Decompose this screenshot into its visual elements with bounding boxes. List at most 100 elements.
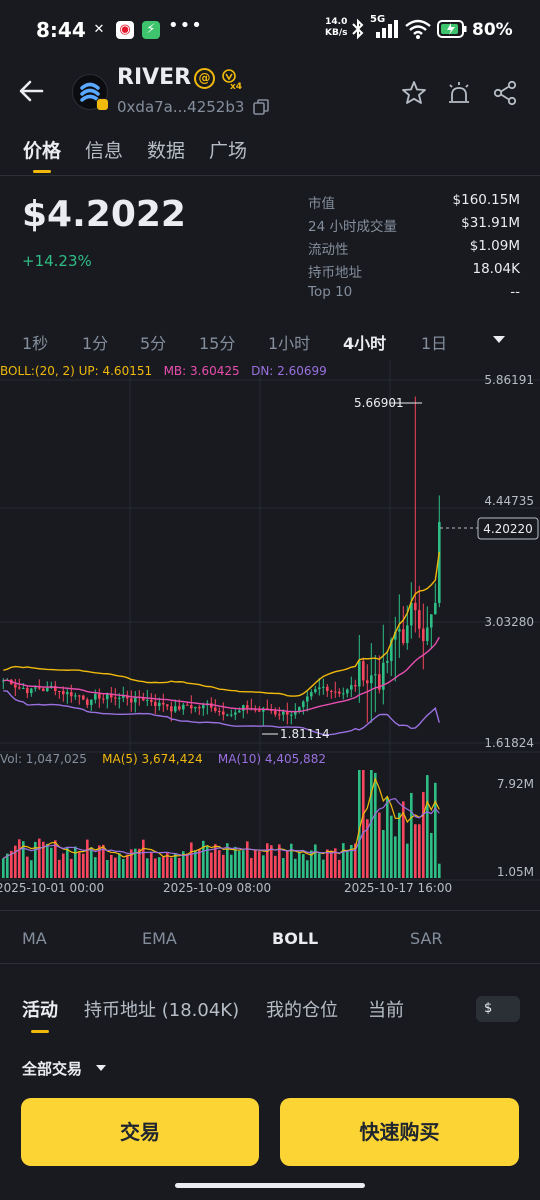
share-icon[interactable]: [492, 80, 518, 106]
indicator-boll[interactable]: BOLL: [272, 929, 319, 948]
candle-body: [54, 685, 57, 691]
candle-body: [126, 695, 129, 699]
volume-bar: [46, 843, 49, 878]
candle-body: [338, 691, 341, 694]
volume-bar: [402, 801, 405, 878]
tab-price[interactable]: 价格: [23, 140, 62, 162]
volume-bar: [134, 848, 137, 878]
volume-bar: [22, 841, 25, 878]
at-mention-icon[interactable]: @: [194, 68, 215, 89]
candle-body: [286, 711, 289, 715]
volume-bar: [10, 850, 13, 878]
star-icon[interactable]: [401, 80, 427, 106]
candle-body: [102, 698, 105, 700]
volume-bar: [62, 853, 65, 878]
chevron-down-icon[interactable]: [96, 1065, 106, 1071]
candle-body: [218, 710, 221, 712]
candle-body: [202, 705, 205, 709]
boll-up-line: [3, 551, 440, 697]
volume-bar: [354, 843, 357, 878]
candle-body: [434, 602, 437, 615]
volume-bar: [234, 846, 237, 878]
volume-bar: [282, 858, 285, 878]
interval-1h[interactable]: 1小时: [268, 334, 311, 353]
candle-body: [114, 697, 117, 699]
candle-body: [234, 712, 237, 715]
candle-body: [306, 696, 309, 702]
tab-square[interactable]: 广场: [209, 140, 248, 162]
candle-body: [230, 714, 233, 716]
volume-bar: [262, 855, 265, 878]
candle-body: [134, 696, 137, 703]
tab-my-positions[interactable]: 我的仓位: [266, 1000, 338, 1021]
candle-body: [198, 707, 201, 709]
interval-1d[interactable]: 1日: [421, 334, 448, 353]
interval-1m[interactable]: 1分: [82, 334, 109, 353]
candle-body: [330, 690, 333, 692]
more-intervals-icon[interactable]: [493, 336, 505, 343]
volume-bar: [218, 850, 221, 878]
candle-body: [186, 704, 189, 706]
candle-body: [346, 689, 349, 694]
volume-bar: [194, 850, 197, 878]
time-axis-label: 2025-10-01 00:00: [0, 881, 104, 895]
candlestick-series: [2, 396, 441, 727]
indicator-ema[interactable]: EMA: [142, 929, 177, 948]
volume-bar: [162, 857, 165, 878]
volume-bar: [70, 858, 73, 878]
trade-filter[interactable]: 全部交易: [22, 1060, 83, 1078]
volume-legend: Vol: 1,047,025 MA(5) 3,674,424 MA(10) 4,…: [0, 752, 326, 766]
interval-1s[interactable]: 1秒: [22, 334, 49, 353]
currency-toggle[interactable]: $: [476, 996, 520, 1022]
interval-4h[interactable]: 4小时: [343, 334, 387, 353]
candle-body: [70, 692, 73, 697]
volume-bar: [350, 844, 353, 878]
tab-current[interactable]: 当前: [368, 1000, 404, 1021]
candle-body: [318, 687, 321, 690]
volume-bar: [58, 859, 61, 878]
candle-body: [110, 693, 113, 698]
volume-bar: [250, 857, 253, 878]
candle-body: [314, 689, 317, 693]
candle-body: [398, 629, 401, 632]
interval-5m[interactable]: 5分: [140, 334, 167, 353]
candle-body: [278, 714, 281, 716]
indicator-sar[interactable]: SAR: [410, 929, 443, 948]
volume-bar: [98, 845, 101, 878]
volume-bar: [90, 847, 93, 878]
stat-liquidity: 流动性 $1.09M: [308, 238, 520, 258]
price-axis-label: 1.61824: [484, 736, 534, 750]
indicator-ma[interactable]: MA: [22, 929, 47, 948]
candle-body: [106, 693, 109, 700]
tab-activity[interactable]: 活动: [22, 1000, 58, 1021]
quick-buy-button[interactable]: 快速购买: [280, 1098, 519, 1166]
candle-body: [26, 688, 29, 694]
candle-body: [402, 629, 405, 644]
tab-data[interactable]: 数据: [147, 140, 186, 162]
price-chart[interactable]: 5.86191 4.44735 3.03280 1.61824 4.20220 …: [0, 360, 540, 900]
candle-body: [370, 675, 373, 684]
battery-icon: [437, 20, 467, 38]
volume-bar: [434, 782, 437, 878]
volume-bar: [426, 775, 429, 878]
tab-holders[interactable]: 持币地址 (18.04K): [84, 1000, 240, 1021]
volume-bar: [122, 859, 125, 878]
wifi-icon: [405, 19, 431, 39]
candle-body: [82, 695, 85, 700]
trade-button[interactable]: 交易: [21, 1098, 259, 1166]
tab-info[interactable]: 信息: [85, 140, 124, 162]
volume-bar: [398, 812, 401, 878]
volume-bar: [6, 853, 9, 878]
volume-bar: [206, 845, 209, 878]
verified-multiplier-icon[interactable]: x4: [222, 68, 242, 92]
copy-icon[interactable]: [253, 99, 269, 115]
back-arrow-icon[interactable]: [18, 78, 44, 104]
candle-body: [146, 699, 149, 701]
bottom-action-bar: 交易 快速购买: [0, 1088, 540, 1200]
alert-icon[interactable]: [446, 80, 472, 106]
candle-body: [190, 705, 193, 709]
candle-body: [30, 688, 33, 694]
volume-bar: [302, 854, 305, 878]
interval-15m[interactable]: 15分: [199, 334, 236, 353]
volume-bar: [78, 852, 81, 878]
